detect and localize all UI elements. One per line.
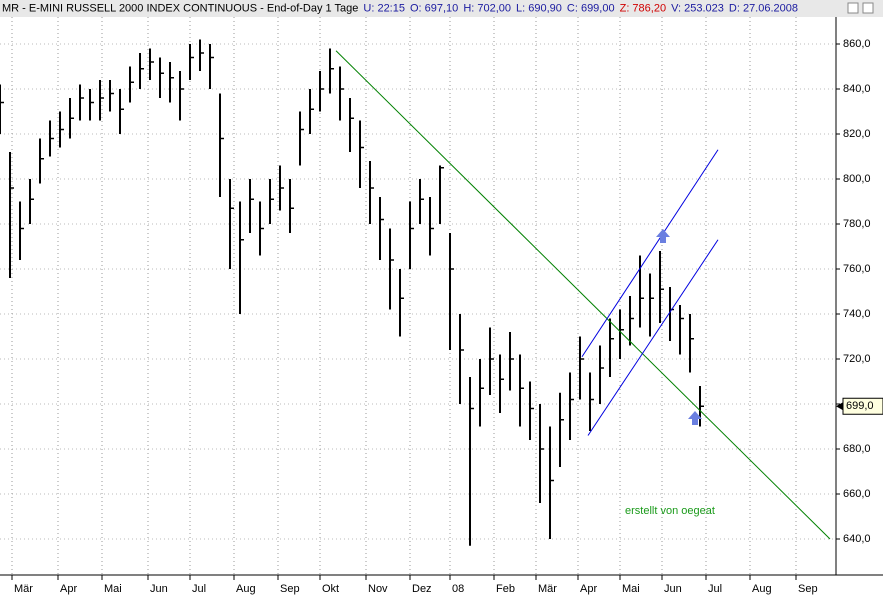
- x-tick-label: Mai: [622, 583, 640, 595]
- annotation: erstellt von oegeat: [625, 505, 715, 517]
- x-tick-label: Apr: [580, 583, 597, 595]
- y-tick-label: 840,0: [843, 83, 871, 95]
- x-tick-label: 08: [452, 583, 464, 595]
- header-bar: [0, 0, 883, 17]
- y-tick-label: 640,0: [843, 533, 871, 545]
- y-tick-label: 740,0: [843, 308, 871, 320]
- x-tick-label: Aug: [236, 583, 256, 595]
- x-tick-label: Apr: [60, 583, 77, 595]
- y-tick-label: 800,0: [843, 173, 871, 185]
- trend-line: [335, 50, 831, 540]
- header-field: U: 22:15: [363, 2, 405, 14]
- x-tick-label: Jul: [708, 583, 722, 595]
- y-tick-label: 720,0: [843, 353, 871, 365]
- header-field: L: 690,90: [516, 2, 562, 14]
- y-tick-label: 760,0: [843, 263, 871, 275]
- button[interactable]: [862, 2, 874, 14]
- x-tick-label: Feb: [496, 583, 515, 595]
- header-field: MR - E-MINI RUSSELL 2000 INDEX CONTINUOU…: [2, 2, 358, 14]
- last-price-pointer: [836, 402, 843, 411]
- header-field: Z: 786,20: [620, 2, 666, 14]
- header-field: V: 253.023: [671, 2, 724, 14]
- x-tick-label: Okt: [322, 583, 339, 595]
- x-tick-label: Dez: [412, 583, 432, 595]
- arrow: [656, 229, 670, 243]
- window-buttons[interactable]: [847, 2, 874, 14]
- x-tick-label: Mai: [104, 583, 122, 595]
- arrow: [688, 411, 702, 425]
- x-tick-label: Sep: [798, 583, 818, 595]
- x-tick-label: Jul: [192, 583, 206, 595]
- x-tick-label: Jun: [150, 583, 168, 595]
- header-field: O: 697,10: [410, 2, 458, 14]
- trend-line: [587, 239, 719, 436]
- trend-line: [581, 149, 719, 358]
- y-tick-label: 660,0: [843, 488, 871, 500]
- y-tick-label: 680,0: [843, 443, 871, 455]
- x-tick-label: Mär: [538, 583, 557, 595]
- x-tick-label: Mär: [14, 583, 33, 595]
- x-tick-label: Sep: [280, 583, 300, 595]
- x-tick-label: Aug: [752, 583, 772, 595]
- last-price-label: 699,0: [846, 400, 874, 412]
- header-field: D: 27.06.2008: [729, 2, 798, 14]
- x-tick-label: Nov: [368, 583, 388, 595]
- header-field: H: 702,00: [463, 2, 511, 14]
- y-tick-label: 780,0: [843, 218, 871, 230]
- y-tick-label: 860,0: [843, 38, 871, 50]
- y-tick-label: 820,0: [843, 128, 871, 140]
- header: MR - E-MINI RUSSELL 2000 INDEX CONTINUOU…: [2, 2, 798, 14]
- header-field: C: 699,00: [567, 2, 615, 14]
- button[interactable]: [847, 2, 859, 14]
- x-tick-label: Jun: [664, 583, 682, 595]
